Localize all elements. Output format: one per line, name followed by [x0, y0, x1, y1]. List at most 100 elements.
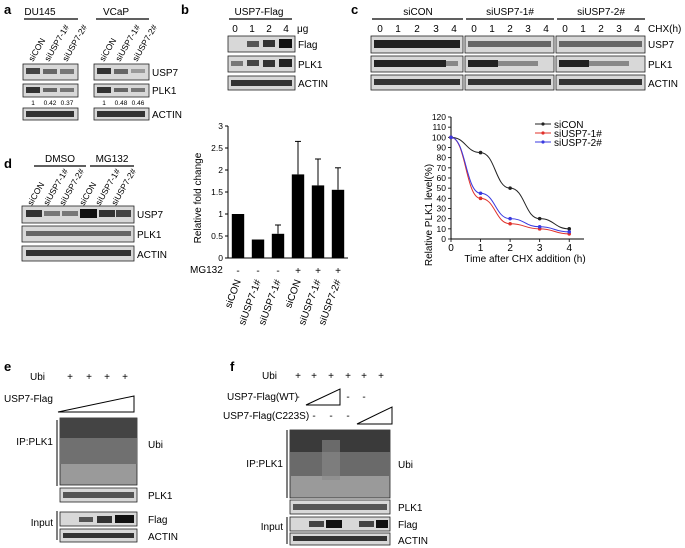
mut-sign: - — [329, 411, 332, 422]
y-tick-label-line: 40 — [437, 193, 447, 203]
row-label-actin-c: ACTIN — [648, 79, 678, 90]
legend-marker — [541, 140, 545, 144]
ubi-sign: + — [345, 371, 351, 382]
panel-label-a: a — [4, 2, 12, 17]
band — [468, 79, 551, 85]
band — [374, 79, 460, 85]
data-point-0-4 — [567, 227, 572, 231]
band — [263, 40, 275, 47]
mut-sign: - — [346, 411, 349, 422]
ubi-label-e: Ubi — [30, 372, 45, 383]
band — [63, 533, 134, 538]
band — [498, 61, 538, 66]
band — [114, 88, 128, 92]
band — [589, 61, 629, 66]
panel-label-b: b — [181, 2, 189, 17]
category-label: siCON — [223, 278, 243, 309]
band — [99, 210, 115, 217]
legend-marker — [541, 131, 545, 135]
row-label-ubi-f: Ubi — [398, 460, 413, 471]
time-2: 2 — [507, 24, 513, 35]
band — [376, 520, 388, 528]
ubi-sign: + — [311, 371, 317, 382]
legend-siusp7-1: siUSP7-1# — [554, 129, 602, 140]
y-tick-label-line: 50 — [437, 183, 447, 193]
y-tick-label-bar: 0 — [218, 253, 223, 263]
line-chart: Relative PLK1 level(%) Time after CHX ad… — [424, 112, 602, 266]
mg132-label: MG132 — [190, 265, 223, 276]
y-tick-label-bar: 3 — [218, 121, 223, 131]
band — [247, 60, 259, 66]
x-tick-label-line: 1 — [478, 243, 484, 254]
row-label-actin-b: ACTIN — [298, 79, 328, 90]
band — [263, 60, 275, 67]
data-point-0-3 — [537, 216, 542, 221]
quant-a2: 0.42 — [44, 100, 57, 107]
legend-siusp7-2: siUSP7-2# — [554, 138, 602, 149]
band — [559, 79, 642, 85]
band — [26, 210, 42, 217]
time-0: 0 — [377, 24, 383, 35]
x-tick-label-line: 0 — [448, 243, 454, 254]
quant-a5: 0.48 — [115, 100, 128, 107]
band — [80, 209, 97, 218]
ubi-sign: + — [378, 371, 384, 382]
quant-a1: 1 — [31, 100, 35, 107]
time-3: 3 — [433, 24, 439, 35]
mg132-sign: + — [295, 266, 301, 277]
smear — [60, 438, 137, 464]
group-dmso: DMSO — [45, 154, 75, 165]
y-tick-label-line: 100 — [432, 132, 446, 142]
band — [374, 60, 446, 67]
panel-label-d: d — [4, 156, 12, 171]
mut-wedge — [356, 406, 393, 425]
x-tick-label-line: 3 — [537, 243, 543, 254]
row-label-plk1-c: PLK1 — [648, 60, 673, 71]
band — [309, 521, 324, 527]
time-0: 0 — [471, 24, 477, 35]
input-label-e: Input — [31, 518, 53, 529]
time-3: 3 — [525, 24, 531, 35]
y-tick-label-line: 70 — [437, 163, 447, 173]
band — [231, 80, 292, 86]
legend-marker — [541, 122, 545, 126]
x-tick-label-line: 4 — [566, 243, 572, 254]
ubi-sign: + — [295, 371, 301, 382]
data-point-0-1 — [478, 150, 483, 155]
group-sicon-c: siCON — [403, 7, 432, 18]
band — [44, 211, 60, 216]
band — [468, 60, 498, 67]
ubi-sign: + — [361, 371, 367, 382]
time-4: 4 — [543, 24, 549, 35]
time-1: 1 — [489, 24, 495, 35]
band — [131, 88, 145, 92]
y-tick-label-line: 20 — [437, 214, 447, 224]
row-label-plk1-b: PLK1 — [298, 60, 323, 71]
ubi-sign: + — [104, 372, 110, 383]
row-label-flag-f: Flag — [398, 520, 417, 531]
dose-0: 0 — [232, 24, 238, 35]
time-labels-c: 0 1 2 3 4 0 1 2 3 4 0 1 2 3 4 — [377, 24, 640, 35]
band — [293, 504, 387, 510]
band — [247, 41, 259, 47]
row-label-actin-d: ACTIN — [137, 250, 167, 261]
band — [359, 521, 374, 527]
row-label-actin-f: ACTIN — [398, 536, 428, 547]
row-label-usp7-d: USP7 — [137, 210, 164, 221]
panel-label-f: f — [230, 359, 235, 374]
y-tick-label-line: 80 — [437, 153, 447, 163]
band — [26, 68, 40, 74]
data-point-2-3 — [537, 225, 542, 229]
mg132-sign: - — [276, 266, 279, 277]
ubi-sign: + — [86, 372, 92, 383]
data-point-0-2 — [508, 186, 512, 190]
time-3: 3 — [616, 24, 622, 35]
band — [60, 69, 74, 74]
mg132-sign: - — [236, 266, 239, 277]
y-tick-label-bar: 0.5 — [211, 231, 223, 241]
band — [97, 111, 145, 117]
dose-wedge-e — [57, 395, 135, 413]
band — [63, 492, 134, 498]
y-axis-label-line: Relative PLK1 level(%) — [424, 164, 435, 266]
